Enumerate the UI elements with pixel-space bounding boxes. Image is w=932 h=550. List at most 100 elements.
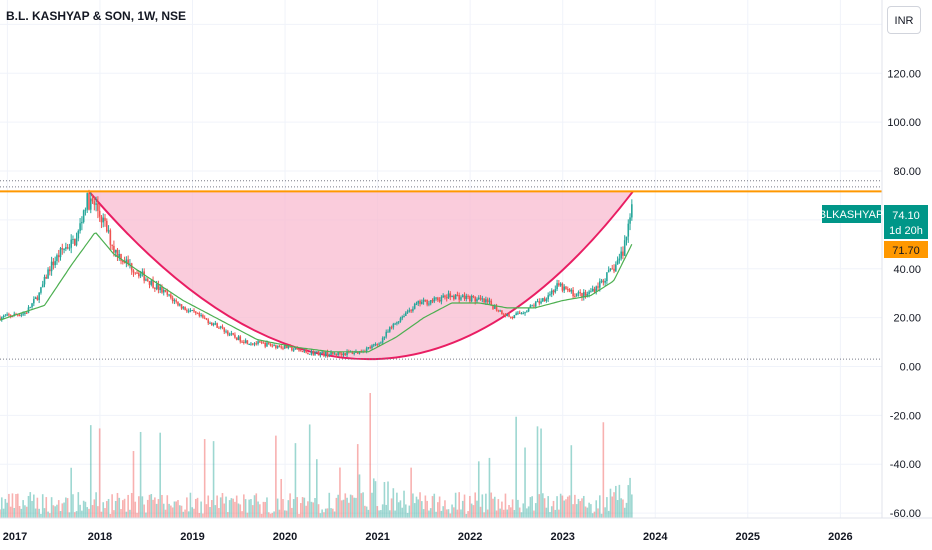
candle-body	[339, 352, 341, 354]
candle-body	[490, 300, 493, 305]
volume-bar	[463, 494, 466, 518]
volume-bar	[321, 509, 323, 518]
volume-bar	[381, 504, 384, 518]
candle-body	[542, 298, 544, 302]
volume-bar	[122, 500, 124, 518]
volume-bar	[132, 451, 135, 518]
time-tick-label: 2023	[550, 531, 574, 543]
volume-bar	[104, 508, 106, 518]
candle-body	[246, 340, 249, 345]
candle-body	[606, 272, 608, 282]
candle-body	[390, 327, 393, 329]
volume-bar	[369, 393, 371, 518]
candle-body	[308, 353, 311, 355]
volume-bar	[57, 500, 60, 518]
candle-body	[470, 295, 473, 302]
candle-body	[189, 310, 192, 312]
volume-bar	[292, 499, 295, 518]
volume-bar	[625, 502, 628, 518]
volume-bar	[267, 512, 270, 518]
volume-bar	[93, 499, 96, 518]
volume-bar	[499, 508, 501, 518]
price-tick-label: -60.00	[890, 508, 921, 520]
candle-body	[72, 239, 74, 241]
volume-bar	[221, 493, 224, 518]
volume-bar	[623, 507, 626, 518]
candle-body	[91, 198, 94, 202]
candle-body	[330, 352, 332, 355]
candle-body	[191, 310, 194, 312]
volume-bar	[65, 497, 67, 518]
candle-body	[380, 342, 382, 344]
volume-bar	[323, 512, 325, 518]
candle-body	[520, 313, 523, 315]
candle-body	[9, 315, 12, 317]
volume-bar	[212, 441, 215, 518]
candle-body	[50, 261, 53, 272]
volume-bar	[533, 510, 535, 518]
volume-bar	[154, 497, 156, 518]
candle-body	[586, 294, 589, 296]
price-tick-label: 120.00	[887, 68, 921, 80]
candle-body	[554, 289, 557, 293]
volume-bar	[250, 499, 252, 518]
time-axis[interactable]: 2017 2018 2019 2020 2021 2022 2023 2024 2025 2026	[3, 531, 853, 543]
volume-bar	[289, 493, 291, 518]
price-tick-label: 0.00	[900, 362, 921, 374]
candle-body	[493, 306, 496, 309]
volume-bar	[15, 494, 17, 518]
volume-bar	[97, 506, 99, 518]
candle-body	[196, 313, 199, 315]
volume-bar	[91, 505, 94, 518]
candle-body	[98, 210, 101, 217]
volume-bar	[556, 496, 558, 518]
volume-bar	[207, 495, 210, 518]
candle-body	[481, 298, 484, 300]
price-tick-label: 20.00	[893, 313, 921, 325]
candle-body	[531, 305, 533, 307]
candle-body	[332, 352, 334, 354]
volume-bar	[431, 496, 434, 518]
candle-body	[134, 272, 137, 274]
volume-bar	[25, 506, 28, 518]
candle-body	[467, 295, 469, 297]
volume-bar	[429, 508, 432, 518]
volume-bar	[16, 493, 19, 518]
candle-body	[616, 260, 619, 265]
candle-body	[444, 295, 446, 298]
candle-body	[552, 290, 555, 293]
volume-bar	[422, 509, 425, 518]
candle-body	[328, 354, 331, 357]
volume-bar	[348, 502, 350, 518]
volume-bar	[79, 504, 81, 518]
candle-body	[323, 351, 325, 356]
volume-bar	[581, 498, 583, 518]
candle-body	[499, 310, 501, 312]
volume-bar	[218, 508, 220, 518]
candle-body	[227, 331, 229, 335]
volume-bar	[559, 493, 562, 518]
candle-body	[385, 331, 388, 337]
volume-bar	[210, 500, 213, 518]
candle-body	[513, 314, 516, 319]
volume-bar	[294, 443, 297, 518]
volume-bar	[615, 485, 617, 518]
candle-body	[166, 291, 169, 295]
candle-body	[447, 293, 450, 299]
candle-body	[410, 310, 412, 312]
candle-body	[465, 295, 468, 299]
candle-body	[63, 249, 65, 251]
volume-bar	[346, 497, 348, 518]
volume-bar	[531, 496, 533, 518]
time-tick-label: 2022	[458, 531, 482, 543]
candle-body	[120, 253, 122, 262]
candle-body	[615, 264, 617, 272]
candle-body	[429, 300, 432, 304]
volume-bar	[88, 508, 90, 518]
candle-body	[574, 296, 576, 298]
volume-bar	[476, 500, 478, 518]
currency-button[interactable]: INR	[887, 6, 921, 34]
candle-body	[109, 230, 112, 245]
volume-bar	[488, 457, 491, 518]
